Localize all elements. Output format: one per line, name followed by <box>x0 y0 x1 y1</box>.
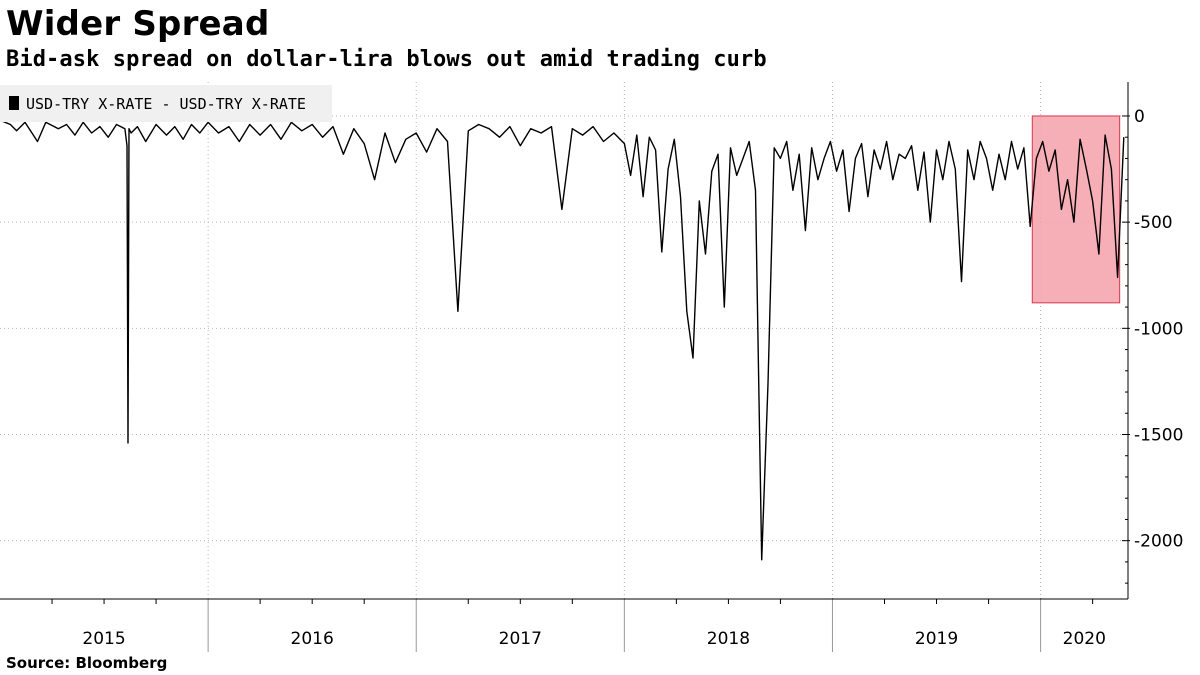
y-tick-label: -1500 <box>1134 425 1183 445</box>
series-line-0 <box>0 119 1125 561</box>
x-tick-label: 2017 <box>499 629 542 649</box>
chart-title: Wider Spread <box>6 4 270 44</box>
chart-subtitle: Bid-ask spread on dollar-lira blows out … <box>6 47 767 72</box>
source-note: Source: Bloomberg <box>6 654 168 672</box>
legend-swatch <box>9 96 19 110</box>
x-tick-label: 2019 <box>915 629 958 649</box>
y-tick-label: -1000 <box>1134 319 1183 339</box>
legend-label: USD-TRY X-RATE - USD-TRY X-RATE <box>26 95 306 113</box>
y-tick-label: 0 <box>1134 107 1145 127</box>
y-tick-label: -2000 <box>1134 532 1183 552</box>
x-tick-label: 2018 <box>707 629 750 649</box>
x-tick-label: 2015 <box>82 629 125 649</box>
x-tick-label: 2020 <box>1063 629 1106 649</box>
y-tick-label: -500 <box>1134 213 1173 233</box>
grid-lines <box>0 82 1128 598</box>
legend: USD-TRY X-RATE - USD-TRY X-RATE <box>0 85 332 122</box>
x-tick-label: 2016 <box>291 629 334 649</box>
legend-background <box>0 85 332 122</box>
series-layer <box>0 119 1125 561</box>
axes: 0 -500 -1000 -1500 -2000 2015 2016 2017 2018 2019… <box>0 82 1183 652</box>
